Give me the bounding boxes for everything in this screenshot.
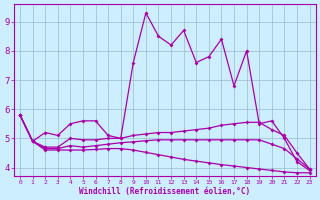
X-axis label: Windchill (Refroidissement éolien,°C): Windchill (Refroidissement éolien,°C) <box>79 187 250 196</box>
